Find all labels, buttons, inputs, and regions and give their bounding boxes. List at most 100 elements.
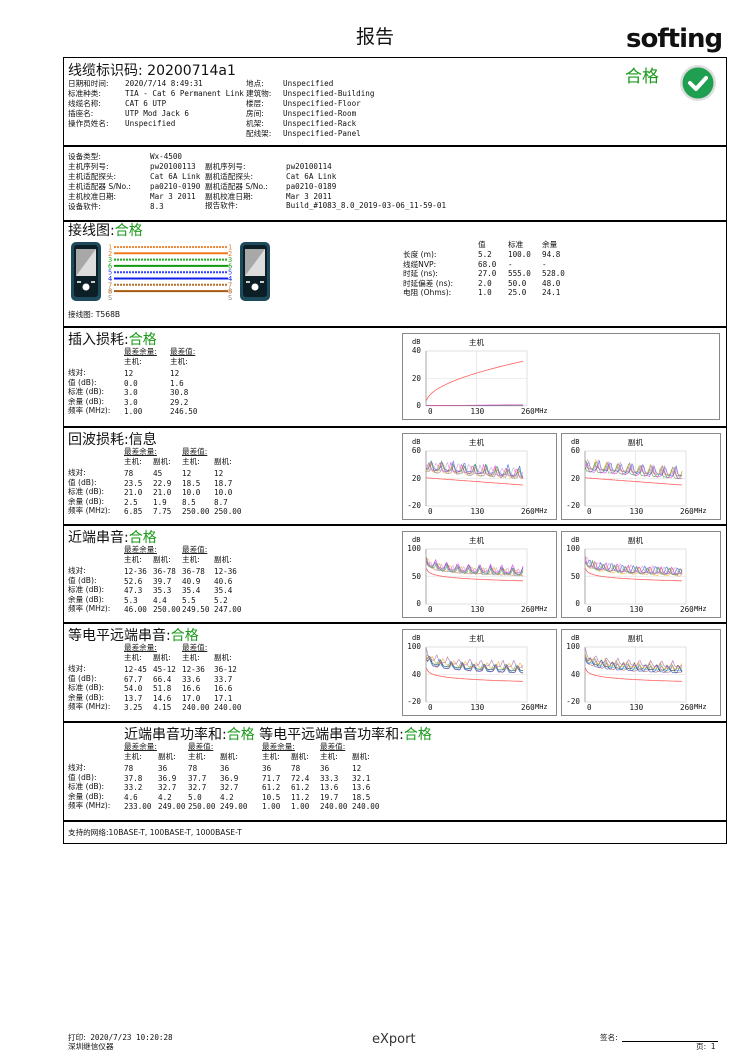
column-header: 副机: [214,457,232,466]
cell-value: 36-78 [153,567,176,576]
cell-value: 71.7 [262,773,281,783]
cell-value: 240.00 [352,802,380,812]
x-tick-label: 0 [587,507,592,516]
x-tick-label: 130 [629,507,644,516]
divider [63,820,727,822]
pin-label: 5 [228,269,232,277]
cell-value: 0.0 [124,378,138,388]
y-tick-label: 50 [411,571,421,581]
cell-value: 12-36 [182,665,205,674]
field-value: 8.3 [150,202,164,211]
field-value: 2020/7/14 8:49:31 [125,79,203,88]
tester-device-icon [71,242,101,301]
separator: : [399,727,404,743]
field-value: pa0210-0190 [150,182,201,191]
divider [63,622,727,624]
check-circle-icon [680,65,716,101]
signature-label: 签名: [600,1033,618,1042]
field-label: 副机序列号: [205,162,246,171]
cell-value: 11.2 [291,792,310,802]
wiremap-title: 接线图 [68,223,110,239]
cell-value: 61.2 [291,783,310,793]
softing-logo: softing [626,24,723,54]
page-label: 页: [696,1042,707,1051]
x-tick-label: 0 [428,605,433,614]
group-header: 最差值: [182,447,208,456]
cell-value: 250.00 [188,802,216,812]
pin-label: 8 [228,288,232,296]
field-value: Unspecified-Rack [283,119,357,128]
column-header: 副机: [158,752,176,761]
chart-title: 主机 [468,338,485,347]
x-tick-label: 260 [521,703,535,712]
rl-heading: 回波损耗:信息 [68,432,157,448]
cell-value: 24.1 [542,288,561,297]
field-value: Unspecified [125,119,176,128]
pin-label: 4 [108,275,112,283]
pin-label: 7 [228,281,232,289]
field-value: pw20100113 [150,162,196,171]
separator: : [166,628,171,644]
scheme-label: 接线图: [68,310,94,319]
chart-title: 主机 [468,536,485,545]
row-label: 标准 (dB): [68,683,105,693]
field-label: 房间: [246,109,264,118]
measured-trace [426,562,524,577]
cell-value: 40.9 [182,576,201,586]
measured-trace [585,460,683,477]
row-label: 值 (dB): [68,575,97,585]
field-label: 副机适配器 S/No.: [205,182,268,191]
row-label: 余量 (dB): [68,396,105,406]
y-unit: dB [571,438,580,446]
cell-value: 33.3 [320,773,339,783]
column-header: 主机: [124,653,142,662]
x-tick-label: 130 [470,605,485,614]
group-header: 最差值: [182,545,208,554]
cell-value: 22.9 [153,478,172,488]
row-label: 时延偏差 (ns): [403,278,454,288]
field-value: Mar 3 2011 [150,192,196,201]
cell-value: 21.0 [153,488,172,498]
section-title: 等电平远端串音功率和 [259,727,400,743]
cell-value: 247.00 [214,605,242,615]
measured-trace [585,654,683,673]
cell-value: 7.75 [153,507,172,517]
x-tick-label: 260 [521,605,535,614]
report-frame [63,57,727,844]
column-header: 主机: [124,555,142,564]
column-header: 副机: [214,653,232,662]
cell-value: - [508,259,513,269]
pin-label: 8 [108,288,112,296]
cell-value: 240.00 [214,703,242,713]
cell-value: 36 [220,764,230,773]
scheme-value: T568B [95,310,121,319]
cell-value: 12 [352,764,362,773]
cell-value: 52.6 [124,576,143,586]
group-header: 最差值: [182,643,208,652]
cell-value: 13.6 [352,783,371,793]
y-tick-label: 40 [411,346,421,355]
next-chart-main: dB 主机 0 50 100 0 130 260 MHz [402,531,557,618]
cell-value: 4.4 [153,595,167,605]
cell-value: 240.00 [182,703,210,713]
x-unit: MHz [694,703,707,711]
separator: : [124,530,129,546]
x-unit: MHz [535,605,548,613]
row-label: 电阻 (Ohms): [403,288,452,297]
y-tick-label: -20 [407,697,421,706]
field-label: 地点: [246,79,264,88]
separator: : [124,432,129,448]
wiremap-result: 合格 [114,223,143,239]
x-tick-label: 260 [680,703,694,712]
cell-value: 32.1 [352,773,371,783]
cell-value: 18.5 [352,792,371,802]
pin-label: 6 [108,262,112,270]
separator: : [222,727,227,743]
limit-line [426,477,524,486]
cell-value: 249.50 [182,605,210,615]
limit-line [585,667,683,682]
cell-value: 51.8 [153,684,172,694]
y-tick-label: 20 [570,473,580,483]
field-label: 插座名: [68,109,94,118]
measured-trace [426,648,524,668]
